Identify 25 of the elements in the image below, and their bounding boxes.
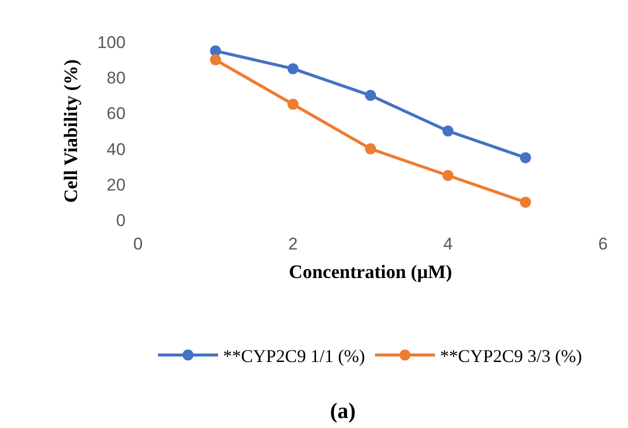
text: (a) [330,398,356,423]
point [288,63,298,74]
y-tick-label: 100 [97,32,126,52]
x-axis-title: Concentration (μM) [288,262,452,284]
legend-label: **CYP2C9 3/3 (%) [440,346,582,366]
y-tick-label: 60 [106,104,126,124]
y-axis-title: Cell Viability (%) [61,59,82,203]
point [520,196,531,208]
x-tick-label: 0 [133,234,143,254]
point [365,90,376,101]
y-tick-label: 40 [106,140,126,159]
point [210,45,221,56]
point [442,126,454,136]
y-tick-label: 0 [116,210,126,230]
x-tick-label: 4 [443,234,453,254]
point [442,170,454,181]
point [365,143,376,154]
x-tick-label: 2 [288,234,298,254]
x-tick-label: 6 [598,234,608,254]
legend-label: **CYP2C9 1/1 (%) [223,346,366,366]
y-tick-label: 20 [106,175,126,194]
point [210,54,221,66]
y-tick-label: 80 [106,68,126,88]
point [288,98,298,110]
point [520,152,531,164]
